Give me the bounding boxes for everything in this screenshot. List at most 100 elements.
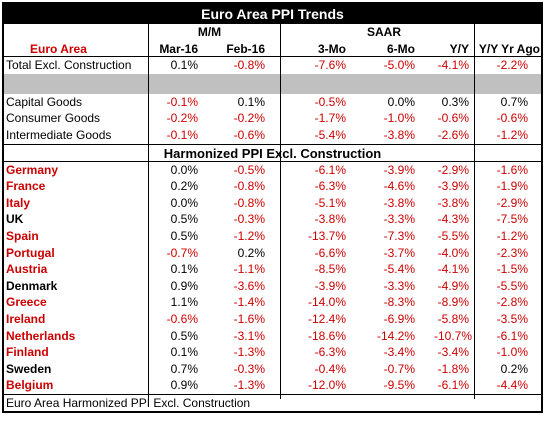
row-label: Portugal xyxy=(6,245,55,260)
row-value: -0.5% xyxy=(314,94,346,109)
row-value: 0.1% xyxy=(170,58,198,73)
row-value: -3.8% xyxy=(437,195,469,210)
column-header-yy: Y/Y xyxy=(449,41,469,56)
row-value: -4.6% xyxy=(383,179,415,194)
column-header-mar16: Mar-16 xyxy=(159,41,198,56)
row-value: -2.3% xyxy=(496,245,528,260)
row-value: -1.6% xyxy=(496,162,528,177)
saar-group-header: SAAR xyxy=(366,25,401,39)
row-value: -12.0% xyxy=(307,378,346,393)
row-value: -5.0% xyxy=(383,58,415,73)
row-value: -8.3% xyxy=(383,295,415,310)
row-label: Netherlands xyxy=(6,328,76,343)
group-header-row: M/M SAAR xyxy=(4,24,541,41)
row-value: -1.8% xyxy=(437,361,469,376)
row-value: -1.3% xyxy=(233,345,265,360)
row-value: -6.3% xyxy=(314,179,346,194)
row-label: Greece xyxy=(6,295,47,310)
row-value: 0.7% xyxy=(170,361,198,376)
table-row: Spain 0.5% -1.2% -13.7% -7.3% -5.5% -1.2% xyxy=(4,228,541,245)
row-value: -3.6% xyxy=(233,278,265,293)
column-header-euro-area: Euro Area xyxy=(30,41,87,56)
row-label: Ireland xyxy=(6,311,46,326)
row-value: -3.9% xyxy=(383,162,415,177)
row-value: -3.4% xyxy=(437,345,469,360)
row-value: -4.1% xyxy=(437,262,469,277)
row-label: UK xyxy=(6,212,24,227)
row-value: -3.4% xyxy=(383,345,415,360)
row-value: -7.6% xyxy=(314,58,346,73)
row-value: -18.6% xyxy=(307,328,346,343)
table-footer: Euro Area Harmonized PPI Excl. Construct… xyxy=(4,393,541,411)
row-value: -3.8% xyxy=(383,127,415,142)
row-value: -7.3% xyxy=(383,228,415,243)
row-value: -0.6% xyxy=(496,111,528,126)
divider-saar xyxy=(474,24,475,399)
row-value: -1.7% xyxy=(314,111,346,126)
row-value: -5.5% xyxy=(496,278,528,293)
row-value: 0.5% xyxy=(170,328,198,343)
row-value: -2.8% xyxy=(496,295,528,310)
mm-group-header: M/M xyxy=(197,25,222,39)
grey-band xyxy=(4,73,541,94)
row-value: 0.2% xyxy=(237,245,265,260)
row-label: Italy xyxy=(6,195,31,210)
row-value: -0.8% xyxy=(233,58,265,73)
row-value: -0.2% xyxy=(233,111,265,126)
row-label: Finland xyxy=(6,345,49,360)
row-value: -6.9% xyxy=(383,311,415,326)
row-value: -3.9% xyxy=(314,278,346,293)
row-value: -1.3% xyxy=(233,378,265,393)
row-value: -4.4% xyxy=(496,378,528,393)
row-value: -6.3% xyxy=(314,345,346,360)
country-rows: Germany 0.0% -0.5% -6.1% -3.9% -2.9% -1.6% Fran… xyxy=(4,162,541,394)
divider-label xyxy=(148,24,149,399)
row-value: -2.9% xyxy=(496,195,528,210)
row-value: -8.9% xyxy=(437,295,469,310)
row-value: -0.2% xyxy=(166,111,198,126)
row-value: 0.1% xyxy=(170,262,198,277)
row-label: Belgium xyxy=(6,378,54,393)
row-value: -6.6% xyxy=(314,245,346,260)
table-row: Germany 0.0% -0.5% -6.1% -3.9% -2.9% -1.6% xyxy=(4,162,541,179)
row-label: Capital Goods xyxy=(6,94,83,109)
row-value: 0.0% xyxy=(170,195,198,210)
row-value: 0.3% xyxy=(441,94,469,109)
row-value: 0.9% xyxy=(170,278,198,293)
row-value: -3.9% xyxy=(437,179,469,194)
row-value: 0.5% xyxy=(170,228,198,243)
row-value: -3.8% xyxy=(314,212,346,227)
row-value: -0.7% xyxy=(166,245,198,260)
table-title: Euro Area PPI Trends xyxy=(4,4,541,24)
row-value: -0.6% xyxy=(233,127,265,142)
row-value: -1.9% xyxy=(496,179,528,194)
row-value: -3.7% xyxy=(383,245,415,260)
row-value: 0.7% xyxy=(500,94,528,109)
row-value: -5.1% xyxy=(314,195,346,210)
goods-rows: Capital Goods -0.1% 0.1% -0.5% 0.0% 0.3% 0.7% C… xyxy=(4,94,541,144)
table-row: Intermediate Goods -0.1% -0.6% -5.4% -3.8% -2… xyxy=(4,127,541,144)
table-row: Consumer Goods -0.2% -0.2% -1.7% -1.0% -0.6% -… xyxy=(4,110,541,127)
row-label: France xyxy=(6,179,46,194)
row-value: 0.1% xyxy=(237,94,265,109)
row-value: -0.8% xyxy=(233,195,265,210)
row-value: -4.3% xyxy=(437,212,469,227)
row-value: -1.0% xyxy=(383,111,415,126)
row-value: -1.6% xyxy=(233,311,265,326)
row-value: -4.9% xyxy=(437,278,469,293)
table-row: Sweden 0.7% -0.3% -0.4% -0.7% -1.8% 0.2% xyxy=(4,361,541,378)
ppi-table: Euro Area PPI Trends M/M SAAR Euro Area … xyxy=(2,2,543,413)
row-value: -6.1% xyxy=(496,328,528,343)
table-row: Netherlands 0.5% -3.1% -18.6% -14.2% -10.7% -6… xyxy=(4,328,541,345)
column-header-feb16: Feb-16 xyxy=(226,41,265,56)
row-value: 0.9% xyxy=(170,378,198,393)
table-row: UK 0.5% -0.3% -3.8% -3.3% -4.3% -7.5% xyxy=(4,211,541,228)
row-value: -0.3% xyxy=(233,212,265,227)
row-value: 0.0% xyxy=(170,162,198,177)
row-value: -0.7% xyxy=(383,361,415,376)
row-value: -14.2% xyxy=(376,328,415,343)
row-value: -1.2% xyxy=(233,228,265,243)
row-value: -0.3% xyxy=(233,361,265,376)
row-value: -6.1% xyxy=(314,162,346,177)
column-header-3mo: 3-Mo xyxy=(318,41,346,56)
